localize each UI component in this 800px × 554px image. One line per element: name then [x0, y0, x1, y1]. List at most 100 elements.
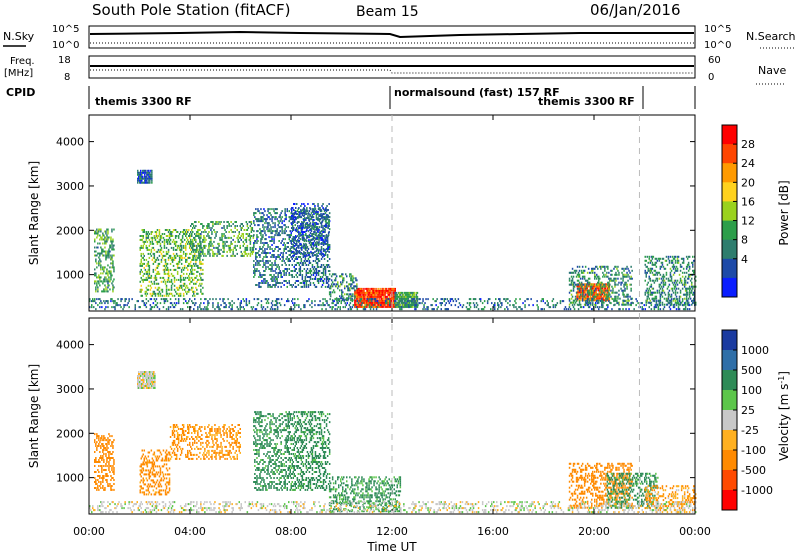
power-heatmap-cell — [312, 238, 315, 241]
power-heatmap-cell — [172, 264, 175, 267]
power-heatmap-cell — [649, 291, 651, 294]
power-heatmap-cell — [386, 291, 388, 294]
power-heatmap-cell — [196, 254, 198, 257]
power-heatmap-cell — [403, 301, 406, 304]
power-heatmap-cell — [201, 248, 203, 251]
power-heatmap-cell — [296, 203, 298, 205]
power-heatmap-cell — [323, 213, 325, 215]
power-heatmap-cell — [105, 250, 107, 253]
power-heatmap-cell — [196, 233, 198, 235]
power-heatmap-cell — [305, 282, 308, 284]
power-heatmap-cell — [366, 291, 368, 294]
nave-line — [90, 69, 694, 74]
power-heatmap-cell — [577, 308, 580, 311]
power-heatmap-cell — [139, 238, 141, 241]
power-heatmap-cell — [197, 292, 199, 295]
power-heatmap-cell — [285, 268, 287, 270]
power-heatmap-cell — [324, 225, 326, 227]
power-heatmap-cell — [291, 211, 293, 213]
power-heatmap-cell — [656, 277, 659, 280]
power-heatmap-cell — [358, 287, 360, 290]
power-heatmap-cell — [658, 289, 661, 292]
power-heatmap-cell — [150, 233, 153, 235]
power-heatmap-cell — [598, 279, 600, 282]
power-heatmap-cell — [254, 242, 256, 244]
power-heatmap-cell — [407, 295, 410, 298]
power-heatmap-cell — [298, 221, 300, 223]
power-heatmap-cell — [412, 300, 414, 303]
power-heatmap-cell — [210, 229, 212, 231]
power-heatmap-cell — [381, 299, 383, 302]
power-heatmap-cell — [295, 211, 297, 213]
power-heatmap-cell — [325, 221, 327, 223]
power-heatmap-cell — [107, 284, 109, 287]
power-heatmap-cell — [587, 298, 590, 301]
power-heatmap-cell — [412, 301, 415, 304]
power-heatmap-cell — [447, 308, 449, 311]
power-heatmap-cell — [257, 262, 259, 264]
power-heatmap-cell — [164, 229, 167, 231]
power-heatmap-cell — [384, 287, 386, 290]
power-heatmap-cell — [280, 272, 282, 274]
power-heatmap-cell — [298, 207, 300, 209]
power-heatmap-cell — [269, 268, 271, 270]
power-heatmap-cell — [271, 240, 273, 242]
power-heatmap-cell — [571, 283, 574, 286]
power-heatmap-cell — [647, 293, 649, 296]
power-heatmap-cell — [314, 276, 317, 278]
power-heatmap-cell — [275, 216, 277, 219]
power-heatmap-cell — [599, 306, 601, 309]
power-heatmap-cell — [266, 218, 268, 221]
power-heatmap-cell — [288, 282, 290, 284]
power-heatmap-cell — [322, 207, 324, 209]
power-heatmap-cell — [308, 276, 311, 278]
power-heatmap-cell — [288, 268, 290, 270]
power-heatmap-cell — [593, 287, 595, 290]
power-heatmap-cell — [271, 238, 273, 241]
power-heatmap-cell — [351, 283, 353, 286]
power-heatmap-cell — [179, 274, 182, 277]
power-heatmap-cell — [254, 308, 257, 311]
power-heatmap-cell — [277, 264, 279, 266]
power-heatmap-cell — [264, 282, 266, 284]
power-heatmap-cell — [332, 306, 334, 309]
power-heatmap-cell — [328, 225, 330, 227]
power-heatmap-cell — [593, 285, 595, 288]
power-heatmap-cell — [145, 235, 148, 237]
power-heatmap-cell — [157, 282, 160, 285]
power-heatmap-cell — [267, 298, 270, 301]
power-heatmap-cell — [253, 276, 255, 278]
power-heatmap-cell — [398, 303, 401, 306]
power-heatmap-cell — [154, 292, 157, 295]
power-heatmap-cell — [337, 287, 339, 290]
power-heatmap-cell — [218, 221, 220, 223]
power-heatmap-cell — [359, 305, 361, 308]
power-heatmap-cell — [310, 250, 312, 253]
power-heatmap-cell — [109, 244, 111, 247]
power-heatmap-cell — [242, 225, 244, 227]
power-heatmap-cell — [187, 264, 189, 267]
power-heatmap-cell — [137, 169, 139, 172]
power-heatmap-cell — [506, 306, 508, 309]
power-heatmap-cell — [329, 291, 332, 294]
power-heatmap-cell — [254, 212, 256, 215]
power-heatmap-cell — [224, 235, 226, 237]
power-heatmap-cell — [303, 211, 305, 213]
power-heatmap-cell — [189, 236, 191, 239]
power-heatmap-cell — [324, 236, 326, 239]
power-heatmap-cell — [113, 302, 115, 305]
power-heatmap-cell — [140, 179, 142, 182]
power-heatmap-cell — [576, 279, 579, 282]
power-heatmap-cell — [262, 234, 264, 237]
power-heatmap-cell — [193, 302, 195, 305]
power-heatmap-cell — [228, 302, 230, 305]
power-heatmap-cell — [301, 214, 304, 217]
power-heatmap-cell — [271, 244, 273, 246]
power-heatmap-cell — [223, 246, 225, 249]
power-heatmap-cell — [486, 300, 489, 303]
power-heatmap-cell — [598, 287, 600, 290]
power-heatmap-cell — [169, 238, 172, 241]
power-heatmap-cell — [342, 299, 344, 302]
power-heatmap-cell — [326, 238, 329, 241]
power-heatmap-cell — [147, 173, 149, 176]
